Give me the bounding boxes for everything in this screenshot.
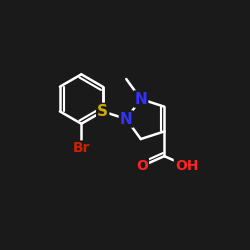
Text: N: N	[120, 112, 133, 126]
Text: Br: Br	[72, 142, 90, 156]
Text: N: N	[134, 92, 147, 106]
Text: OH: OH	[175, 159, 198, 173]
Text: O: O	[136, 159, 148, 173]
Text: S: S	[97, 104, 108, 119]
